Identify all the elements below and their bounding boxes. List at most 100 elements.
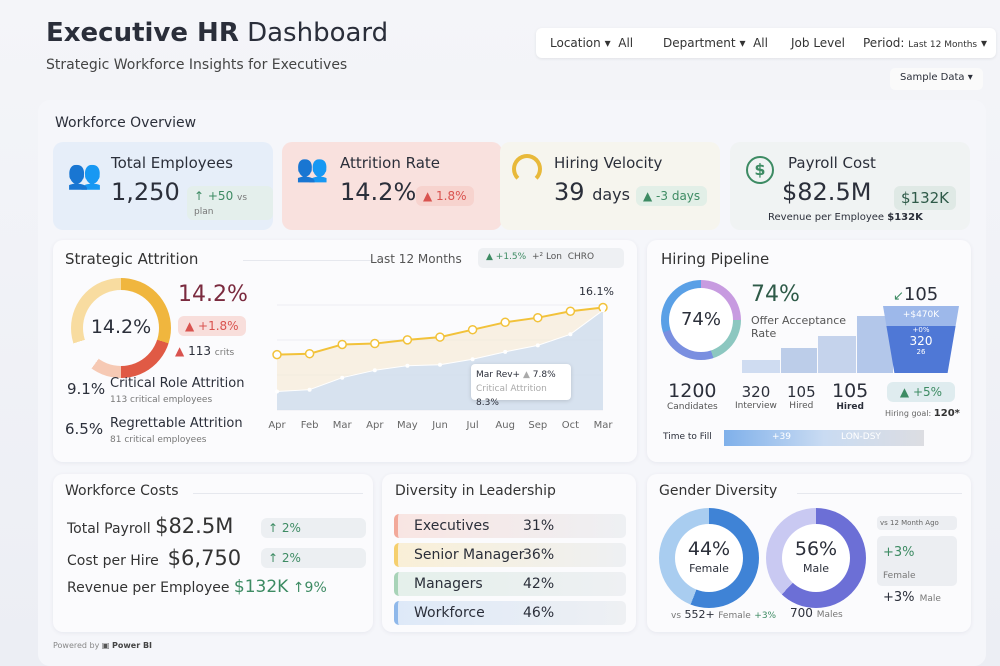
- critical-note: 113 critical employees: [110, 395, 213, 405]
- stage-interview: 320 Interview: [735, 383, 777, 411]
- data-point[interactable]: [470, 357, 475, 362]
- row-label: Workforce: [414, 605, 485, 621]
- female-donut: 44% Female: [659, 508, 759, 608]
- kpi-payroll-cost[interactable]: $ Payroll Cost $82.5M $132K Revenue per …: [730, 142, 970, 230]
- kpi-hiring-velocity[interactable]: Hiring Velocity 39 days ▲ -3 days: [500, 142, 720, 230]
- ring-value: 74%: [680, 309, 721, 330]
- chip[interactable]: CHRO: [567, 252, 595, 262]
- data-point[interactable]: [337, 339, 347, 350]
- data-point[interactable]: [304, 348, 315, 359]
- row-value: 46%: [523, 605, 555, 621]
- data-point[interactable]: [533, 312, 543, 323]
- data-point[interactable]: [568, 332, 573, 337]
- data-point[interactable]: [503, 349, 508, 354]
- filter-period[interactable]: Period: Last 12 Months ▾: [863, 36, 987, 50]
- kpi-value: 39 days: [554, 178, 630, 206]
- powerbi-logo: ▣: [101, 641, 110, 650]
- diversity-leadership-card: Diversity in Leadership Executives 31% Sen…: [382, 474, 636, 632]
- gauge-value: 14.2%: [90, 316, 152, 338]
- kpi-value: 14.2%: [340, 178, 417, 206]
- hiring-pipeline-card: Hiring Pipeline 74% 74% Offer Acceptance…: [647, 240, 971, 462]
- chip[interactable]: ▲ +1.5%: [486, 252, 527, 262]
- female-note: vs 552+ Female +3%: [671, 608, 777, 621]
- data-point[interactable]: [435, 332, 445, 342]
- chip[interactable]: +² Lon: [531, 252, 563, 262]
- male-donut: 56% Male: [766, 508, 866, 608]
- stage-hired: 105 Hired: [787, 383, 816, 411]
- pipeline-delta: ▲ +5%: [887, 382, 955, 402]
- people-icon: 👥: [67, 158, 102, 191]
- attrition-big-value: 14.2%: [178, 282, 248, 307]
- filter-department[interactable]: Department ▾ All: [663, 36, 768, 50]
- data-point[interactable]: [370, 338, 380, 349]
- row-value: 36%: [523, 547, 555, 563]
- row-label: Managers: [414, 576, 483, 592]
- data-point[interactable]: [500, 317, 510, 328]
- strategic-attrition-card: Strategic Attrition Last 12 Months ▲ +1.…: [53, 240, 637, 462]
- cost-row: Total Payroll $82.5M: [67, 514, 234, 538]
- filter-job-level[interactable]: Job Level: [791, 36, 845, 50]
- gauge-icon: [512, 154, 542, 184]
- chip-group: ▲ +1.5% +² Lon CHRO: [478, 248, 624, 268]
- kpi-delta: ▲ -3 days: [636, 186, 708, 206]
- offer-acceptance-ring: 74%: [661, 280, 741, 360]
- x-tick-label: Oct: [562, 420, 579, 431]
- period-label: Last 12 Months: [370, 252, 462, 266]
- x-tick-label: Mar: [333, 420, 353, 431]
- kpi-value: 1,250: [111, 178, 180, 206]
- offer-big-value: 74%: [751, 282, 800, 307]
- kpi-total-employees[interactable]: 👥 Total Employees 1,250 ↑ +50 vs plan: [53, 142, 273, 230]
- cost-delta: ↑ 2%: [261, 518, 366, 538]
- x-tick-label: Sep: [528, 420, 547, 431]
- gender-deltas: +3% Female +3% Male: [877, 536, 957, 605]
- kpi-note: Revenue per Employee $132K: [768, 212, 923, 223]
- leadership-row: Managers 42%: [394, 572, 626, 596]
- card-title: Gender Diversity: [659, 483, 778, 499]
- data-point[interactable]: [467, 324, 478, 335]
- filter-bar: Location ▾ All Department ▾ All Job Leve…: [536, 28, 996, 58]
- data-point[interactable]: [438, 362, 442, 367]
- kpi-attrition-rate[interactable]: 👥 Attrition Rate 14.2% ▲ 1.8%: [282, 142, 502, 230]
- vs-label: vs 12 Month Ago: [877, 516, 957, 530]
- funnel-top: ↙105: [893, 284, 939, 305]
- chart-end-label: 16.1%: [579, 285, 614, 298]
- data-point[interactable]: [340, 375, 345, 380]
- chart-tooltip: Mar Rev+ ▲ 7.8% Critical Attrition 8.3%: [471, 364, 571, 408]
- male-note: 700 Males: [790, 606, 843, 620]
- pipeline-bar: [818, 336, 856, 373]
- data-point[interactable]: [405, 363, 410, 368]
- x-tick-label: Apr: [366, 420, 384, 431]
- overview-title: Workforce Overview: [55, 115, 197, 131]
- cost-delta: ↑ 2%: [261, 548, 366, 568]
- cost-row: Cost per Hire $6,750: [67, 546, 242, 570]
- data-point[interactable]: [272, 349, 282, 360]
- footer-powered-by: Powered by ▣ Power BI: [53, 641, 153, 650]
- filter-location[interactable]: Location ▾ All: [550, 36, 634, 50]
- data-point[interactable]: [372, 368, 377, 373]
- regrettable-note: 81 critical employees: [110, 435, 207, 445]
- title-rest: Dashboard: [238, 18, 389, 48]
- leadership-row: Executives 31%: [394, 514, 626, 538]
- data-point[interactable]: [275, 389, 279, 394]
- leadership-row: Senior Manager 36%: [394, 543, 626, 567]
- ttf-bar: +39 LON-DSY: [724, 430, 924, 446]
- card-title: Workforce Costs: [65, 483, 179, 499]
- data-point[interactable]: [565, 306, 576, 316]
- leadership-row: Workforce 46%: [394, 601, 626, 625]
- kpi-badge: $132K: [894, 186, 957, 210]
- data-point[interactable]: [402, 335, 413, 345]
- regrettable-label: Regrettable Attrition: [110, 416, 243, 431]
- data-point[interactable]: [307, 387, 312, 392]
- x-tick-label: Feb: [301, 420, 319, 431]
- funnel: +$470K +0% 320 26: [883, 306, 959, 373]
- row-value: 31%: [523, 518, 555, 534]
- data-point[interactable]: [601, 308, 605, 313]
- critical-value: 9.1%: [67, 380, 106, 398]
- card-title: Strategic Attrition: [65, 250, 199, 268]
- kpi-title: Total Employees: [111, 154, 233, 172]
- sample-data-dropdown[interactable]: Sample Data ▾: [890, 68, 983, 90]
- attrition-line-chart: Apr Feb Mar Apr May Jun Jul Aug Sep Oct Mar: [268, 302, 613, 431]
- data-point[interactable]: [535, 343, 540, 348]
- x-tick-label: Jul: [466, 420, 479, 431]
- x-tick-label: May: [397, 420, 418, 431]
